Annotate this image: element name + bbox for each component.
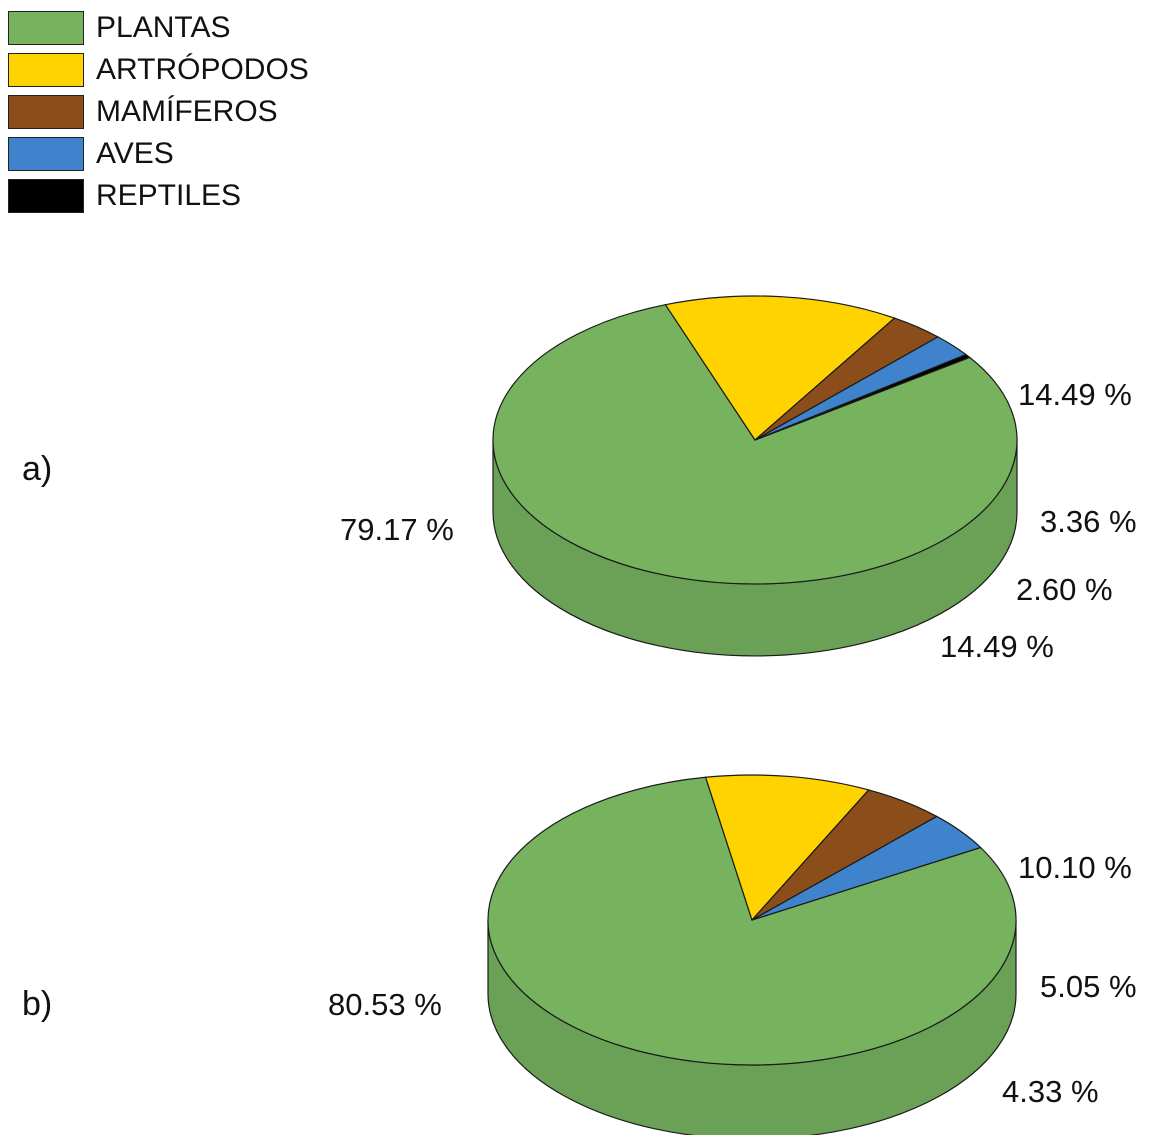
legend-swatch-aves <box>8 137 84 171</box>
legend-swatch-artropodos <box>8 53 84 87</box>
panel-label-b: b) <box>22 985 53 1023</box>
pie-slice-plantas <box>487 776 1017 1066</box>
data-label-reptiles: 14.49 % <box>940 629 1054 664</box>
data-label-artrópodos: 10.10 % <box>1018 850 1132 885</box>
legend-swatch-mamiferos <box>8 95 84 129</box>
data-label-plantas: 79.17 % <box>340 512 454 547</box>
data-label-mamíferos: 3.36 % <box>1040 504 1137 539</box>
legend-swatch-plantas <box>8 11 84 45</box>
data-label-aves: 2.60 % <box>1016 572 1113 607</box>
legend-label-artropodos: ARTRÓPODOS <box>96 53 309 86</box>
pie-chart-b: 80.53 % 10.10 % 5.05 % 4.33 % <box>328 774 1137 1135</box>
pie-slice-aves <box>751 815 982 921</box>
data-label-plantas: 80.53 % <box>328 987 442 1022</box>
data-label-aves: 4.33 % <box>1002 1074 1099 1109</box>
pie-slice-plantas <box>492 304 1018 585</box>
legend-label-reptiles: REPTILES <box>96 179 242 212</box>
data-label-mamíferos: 5.05 % <box>1040 969 1137 1004</box>
legend-swatch-reptiles <box>8 179 84 213</box>
panel-label-a: a) <box>22 450 53 488</box>
pie-chart-a: 79.17 % 14.49 % 3.36 % 2.60 % 14.49 % <box>340 295 1137 664</box>
legend-label-aves: AVES <box>96 137 174 170</box>
data-label-artrópodos: 14.49 % <box>1018 377 1132 412</box>
pie-slice-artrópodos <box>664 295 896 441</box>
legend-label-mamiferos: MAMÍFEROS <box>96 95 278 128</box>
pie-slice-reptiles <box>754 353 971 441</box>
pie-slice-artrópodos <box>704 774 870 922</box>
legend-label-plantas: PLANTAS <box>96 11 231 44</box>
